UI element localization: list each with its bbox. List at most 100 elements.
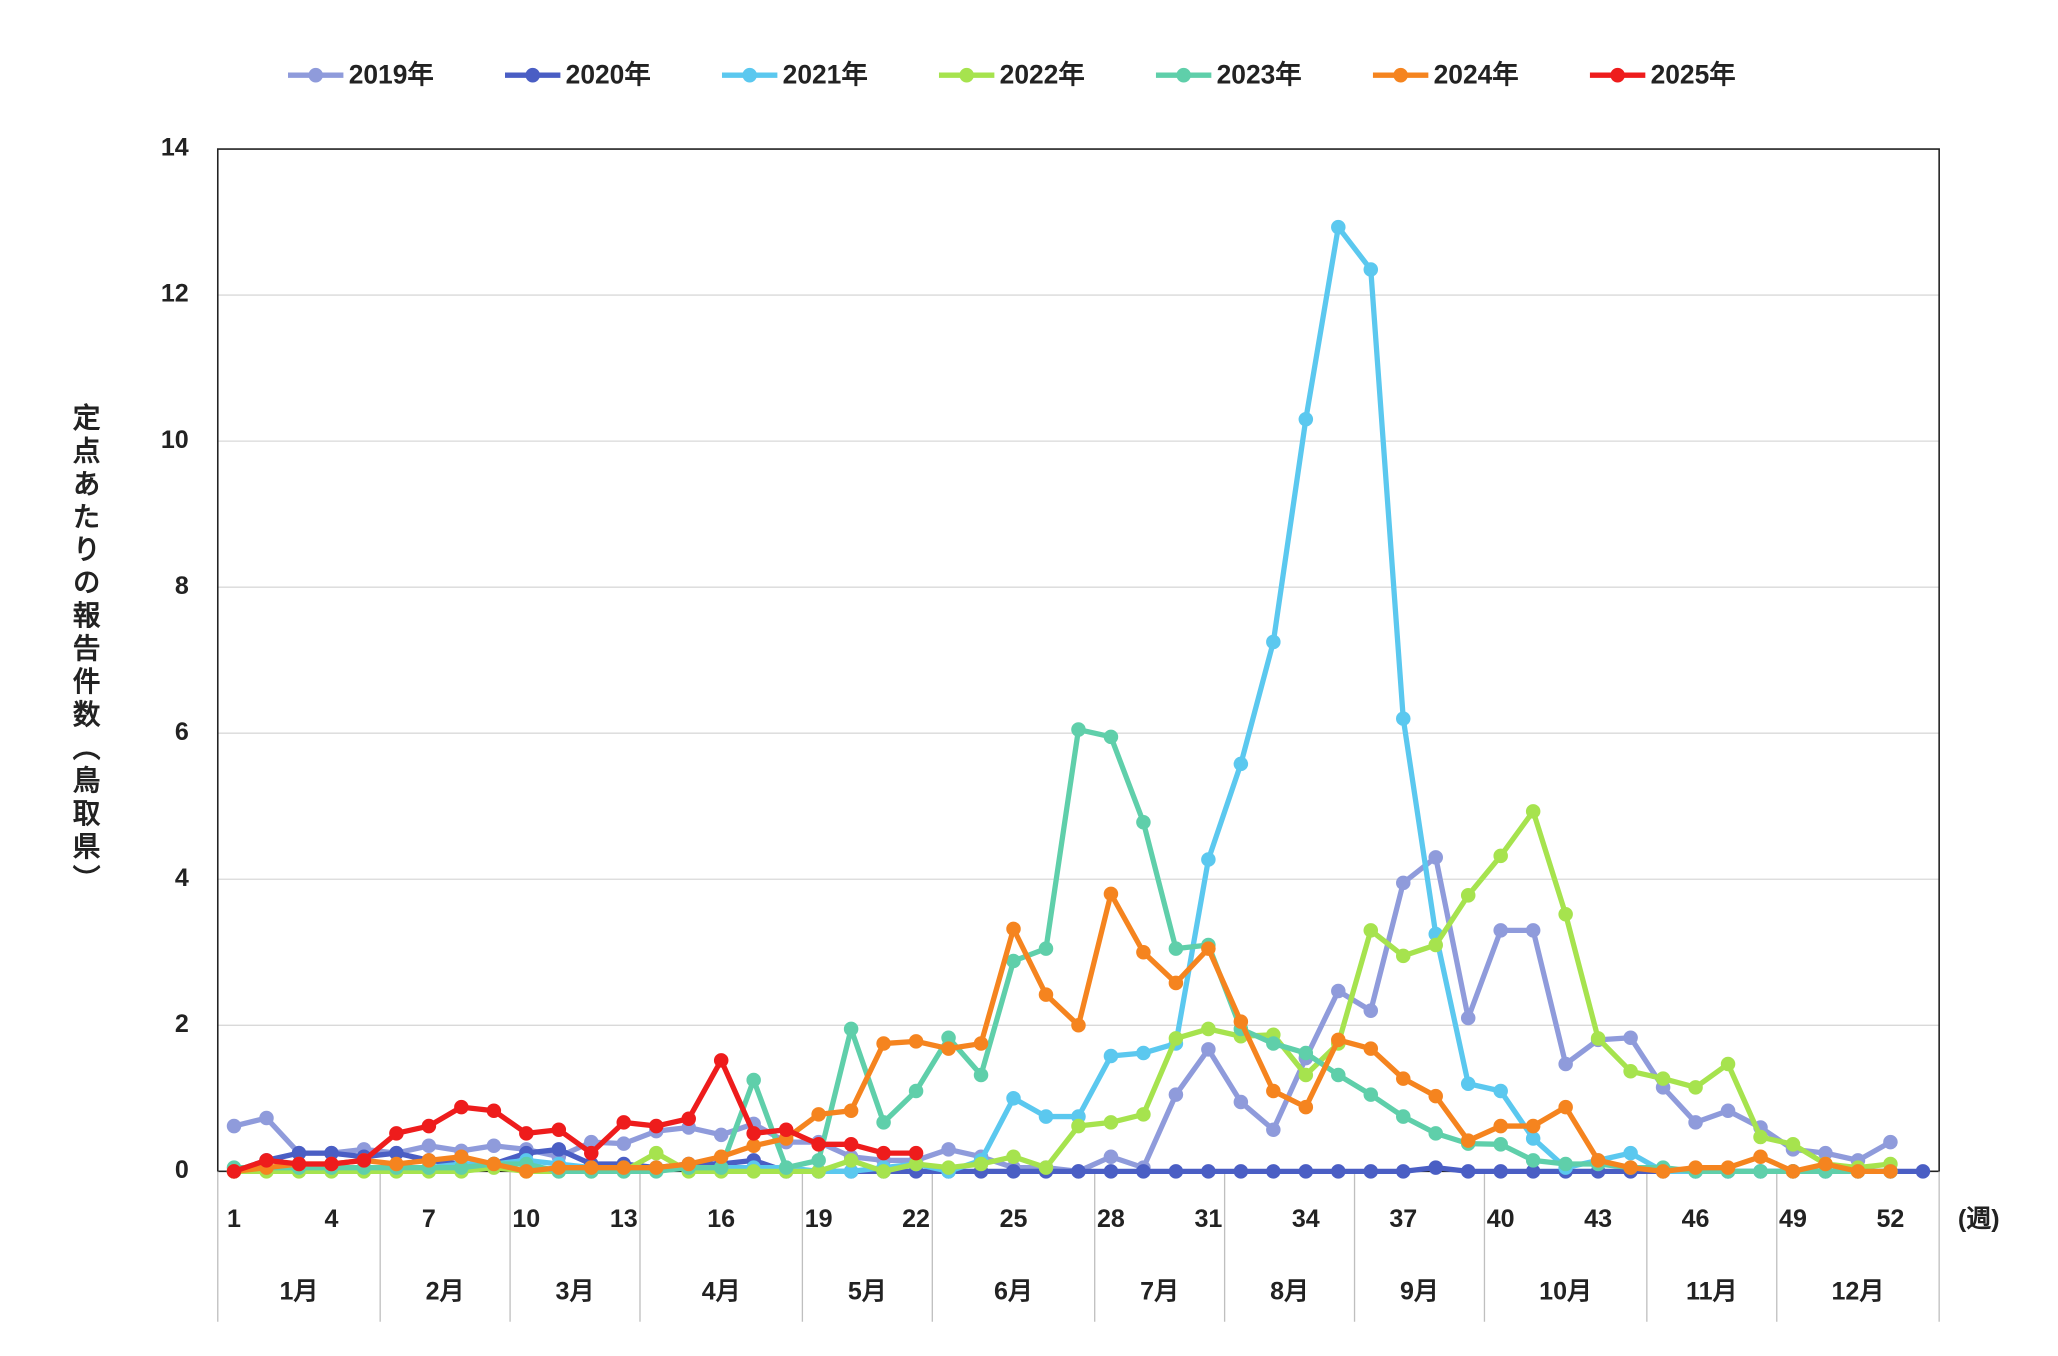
series-marker	[1006, 1164, 1021, 1179]
series-marker	[1136, 1164, 1151, 1179]
series-marker	[1103, 886, 1119, 902]
series-marker	[1688, 1080, 1703, 1095]
series-marker	[876, 1036, 891, 1051]
legend-label: 2025年	[1651, 59, 1736, 89]
y-tick-label: 14	[161, 134, 189, 162]
series-marker	[1103, 1115, 1119, 1130]
month-label: 5月	[848, 1277, 887, 1305]
series-marker	[324, 1145, 339, 1161]
legend-marker	[742, 67, 757, 83]
series-marker	[486, 1156, 502, 1172]
series-marker	[681, 1156, 696, 1172]
series-marker	[1168, 975, 1184, 991]
series-marker	[519, 1164, 534, 1179]
x-tick-label: 10	[512, 1205, 540, 1233]
series-marker	[259, 1153, 274, 1168]
series-marker	[1363, 923, 1379, 938]
series-marker	[1623, 1145, 1638, 1161]
series-marker	[1136, 945, 1151, 960]
series-marker	[941, 1142, 956, 1157]
y-tick-label: 4	[175, 864, 189, 892]
series-marker	[324, 1156, 339, 1172]
series-marker	[876, 1115, 891, 1130]
series-marker	[1428, 1088, 1443, 1104]
series-marker	[1720, 1056, 1736, 1072]
series-marker	[1266, 1122, 1281, 1137]
series-marker	[584, 1134, 599, 1150]
series-marker	[389, 1145, 404, 1161]
series-marker	[616, 1115, 632, 1130]
series-marker	[1395, 711, 1411, 726]
series-marker	[1558, 1099, 1573, 1115]
series-marker	[1103, 1048, 1119, 1064]
series-marker	[648, 1145, 664, 1161]
series-marker	[421, 1138, 437, 1154]
series-marker	[1818, 1145, 1833, 1161]
series-marker	[616, 1160, 632, 1175]
series-marker	[259, 1110, 274, 1126]
series-marker	[1395, 1071, 1411, 1086]
series-marker	[1136, 1045, 1151, 1061]
month-label: 9月	[1400, 1277, 1439, 1305]
x-tick-label: 40	[1487, 1205, 1515, 1233]
series-marker	[843, 1137, 859, 1152]
series-marker	[811, 1137, 826, 1152]
series-marker	[1136, 815, 1151, 830]
series-marker	[1785, 1164, 1801, 1179]
series-marker	[1071, 1018, 1086, 1033]
series-marker	[1363, 1164, 1379, 1179]
legend-marker	[1176, 67, 1191, 83]
series-marker	[1428, 1126, 1443, 1141]
series-marker	[1233, 1014, 1249, 1029]
series-marker	[973, 1156, 989, 1172]
series-marker	[778, 1160, 794, 1175]
series-marker	[713, 1127, 729, 1143]
series-marker	[1818, 1156, 1833, 1172]
series-marker	[389, 1156, 404, 1172]
series-marker	[1136, 1107, 1151, 1122]
month-label: 12月	[1831, 1277, 1884, 1305]
series-marker	[1720, 1103, 1736, 1118]
series-marker	[908, 1145, 924, 1161]
x-tick-label: 16	[707, 1205, 735, 1233]
series-marker	[843, 1153, 859, 1168]
series-marker	[551, 1142, 567, 1157]
x-tick-label: 52	[1876, 1205, 1904, 1233]
series-marker	[486, 1103, 502, 1118]
series-marker	[1460, 1164, 1476, 1179]
month-label: 6月	[994, 1277, 1033, 1305]
series-marker	[1331, 983, 1346, 999]
y-tick-label: 12	[161, 280, 189, 308]
series-marker	[941, 1160, 956, 1175]
series-marker	[1493, 1137, 1508, 1152]
series-marker	[1525, 804, 1541, 819]
legend-label: 2019年	[349, 59, 434, 89]
series-marker	[746, 1072, 761, 1088]
y-tick-label: 2	[175, 1010, 189, 1038]
series-marker	[1233, 1164, 1249, 1179]
series-marker	[941, 1030, 956, 1045]
series-marker	[941, 1041, 956, 1056]
series-marker	[811, 1107, 826, 1122]
series-marker	[1298, 1099, 1314, 1115]
series-marker	[454, 1149, 469, 1164]
series-marker	[1493, 1083, 1508, 1099]
series-marker	[1103, 1164, 1119, 1179]
x-tick-label: 7	[422, 1205, 436, 1233]
series-marker	[1558, 1056, 1573, 1072]
series-marker	[648, 1160, 664, 1175]
series-marker	[421, 1153, 437, 1168]
month-label: 7月	[1140, 1277, 1179, 1305]
legend-label: 2023年	[1217, 59, 1302, 89]
series-marker	[713, 1053, 729, 1068]
month-label: 2月	[426, 1277, 465, 1305]
series-marker	[1525, 1153, 1541, 1168]
series-line	[233, 1057, 917, 1174]
series-marker	[1493, 1164, 1508, 1179]
series-marker	[746, 1126, 761, 1141]
x-tick-label: 1	[227, 1205, 241, 1233]
x-tick-label: 25	[1000, 1205, 1028, 1233]
series-marker	[291, 1145, 307, 1161]
month-label: 4月	[702, 1277, 741, 1305]
